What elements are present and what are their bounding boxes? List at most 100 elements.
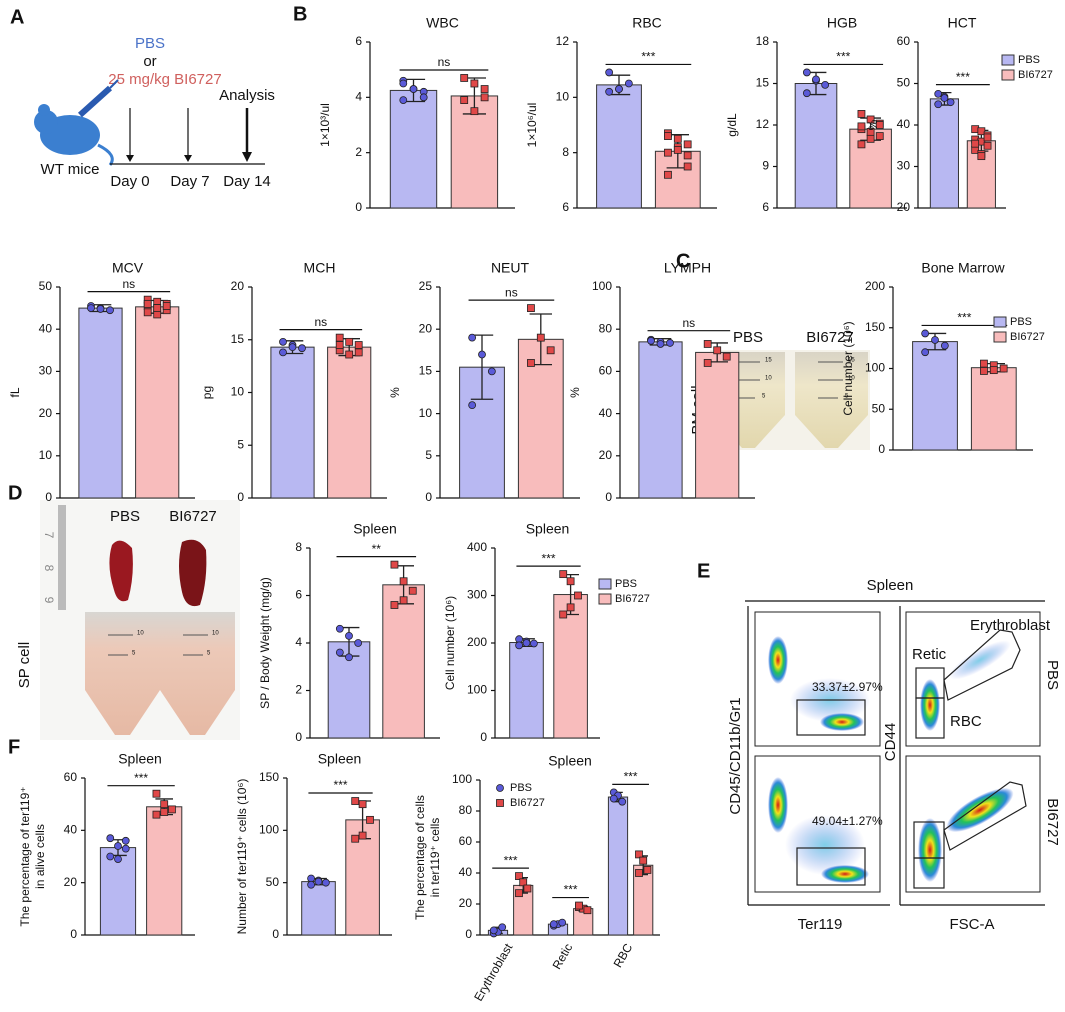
- plot-frame: [754, 611, 881, 747]
- data-point: [478, 350, 486, 359]
- x-tick-label: RBC: [611, 941, 636, 970]
- data-point: [114, 855, 122, 864]
- chart-title: Spleen: [548, 753, 592, 769]
- y-tick-label: 100: [259, 823, 279, 837]
- data-point: [618, 797, 627, 806]
- y-axis-label: The percentage of cells: [413, 795, 427, 920]
- data-point: [940, 341, 949, 350]
- chart-title: Spleen: [318, 751, 362, 767]
- gate: [796, 847, 866, 886]
- data-point: [121, 836, 130, 845]
- data-point: [647, 336, 655, 345]
- panel-label: C: [676, 250, 690, 272]
- row-label: BI6727: [1044, 798, 1061, 846]
- day-label: Day 0: [110, 173, 149, 190]
- legend-label: BI6727: [615, 593, 650, 605]
- legend-swatch: [1001, 54, 1015, 66]
- data-point: [366, 815, 374, 824]
- y-axis-label: Cell number (10⁶): [443, 596, 457, 690]
- data-point: [946, 98, 955, 107]
- chart-title: RBC: [632, 15, 662, 31]
- data-point: [527, 359, 535, 367]
- tube-mark: 15: [848, 358, 855, 364]
- y-tick-label: 6: [355, 34, 362, 48]
- data-point: [419, 93, 428, 102]
- legend-label: BI6727: [1010, 331, 1045, 343]
- data-point: [358, 800, 367, 809]
- gate-label: Retic: [912, 646, 947, 663]
- y-tick-label: 80: [459, 803, 473, 817]
- data-point: [683, 151, 692, 160]
- y-tick-label: 0: [70, 927, 77, 941]
- flow-title: Spleen: [867, 577, 914, 594]
- x-tick-label: Erythroblast: [471, 941, 515, 1004]
- ruler-mark: 8: [42, 565, 56, 572]
- data-point: [399, 79, 408, 88]
- y-tick-label: 50: [39, 279, 53, 293]
- panel-label: B: [293, 3, 307, 25]
- data-point: [335, 648, 344, 657]
- data-point: [106, 306, 114, 315]
- data-point: [335, 333, 344, 342]
- data-point: [999, 364, 1008, 373]
- y-tick-label: 50: [872, 401, 886, 415]
- y-axis-label: 1×10⁶/ul: [525, 103, 539, 148]
- tube-mark: 10: [212, 631, 219, 637]
- legend-swatch: [993, 316, 1007, 328]
- y-tick-label: 0: [237, 490, 244, 504]
- data-point: [664, 132, 672, 140]
- data-point: [666, 339, 674, 347]
- y-axis-label: Cell number (10⁶): [841, 321, 855, 415]
- data-point: [673, 145, 682, 154]
- gate-label: Erythroblast: [970, 617, 1051, 634]
- data-point: [977, 127, 986, 136]
- data-point: [980, 359, 988, 368]
- plot-frame: [754, 755, 881, 893]
- gate-percent: 49.04±1.27%: [812, 814, 883, 828]
- bar: [553, 594, 588, 739]
- bar: [301, 881, 336, 936]
- data-point: [866, 115, 875, 124]
- y-tick-label: 12: [556, 34, 570, 48]
- y-tick-label: 300: [467, 588, 487, 602]
- data-point: [656, 340, 665, 348]
- data-point: [812, 75, 820, 84]
- data-point: [624, 79, 633, 88]
- bar: [389, 89, 438, 209]
- data-point: [983, 141, 992, 150]
- data-point: [399, 577, 408, 586]
- data-point: [635, 850, 643, 859]
- y-tick-label: 8: [562, 145, 569, 159]
- x-axis-label: Ter119: [798, 916, 843, 933]
- significance-label: ***: [542, 551, 556, 565]
- chart-title: Spleen: [118, 751, 162, 767]
- y-axis-label: pg: [200, 386, 214, 399]
- y-tick-label: 100: [452, 772, 472, 786]
- y-tick-label: 200: [467, 635, 487, 649]
- arrowheads: [126, 152, 252, 162]
- bar: [638, 341, 683, 499]
- data-point: [664, 148, 672, 157]
- significance-label: ***: [641, 50, 655, 64]
- y-tick-label: 15: [756, 76, 770, 90]
- data-point: [989, 366, 998, 375]
- population: [920, 679, 940, 731]
- bar: [135, 306, 180, 499]
- data-point: [934, 89, 943, 98]
- legend-label: PBS: [1018, 54, 1040, 66]
- y-tick-label: 20: [39, 406, 53, 420]
- data-point: [160, 800, 169, 809]
- group-label: BI6727: [806, 329, 854, 346]
- data-point: [980, 367, 988, 375]
- chart-title: Spleen: [353, 521, 397, 537]
- legend-swatch: [598, 593, 612, 605]
- legend-swatch: [993, 331, 1007, 343]
- data-point: [470, 107, 479, 116]
- y-axis-label: %: [388, 387, 402, 398]
- treatment: PBS: [135, 35, 165, 52]
- significance-label: ***: [957, 311, 971, 325]
- y-tick-label: 100: [467, 683, 487, 697]
- y-tick-label: 0: [480, 730, 487, 744]
- legend-swatch: [598, 578, 612, 590]
- y-tick-label: 40: [39, 321, 53, 335]
